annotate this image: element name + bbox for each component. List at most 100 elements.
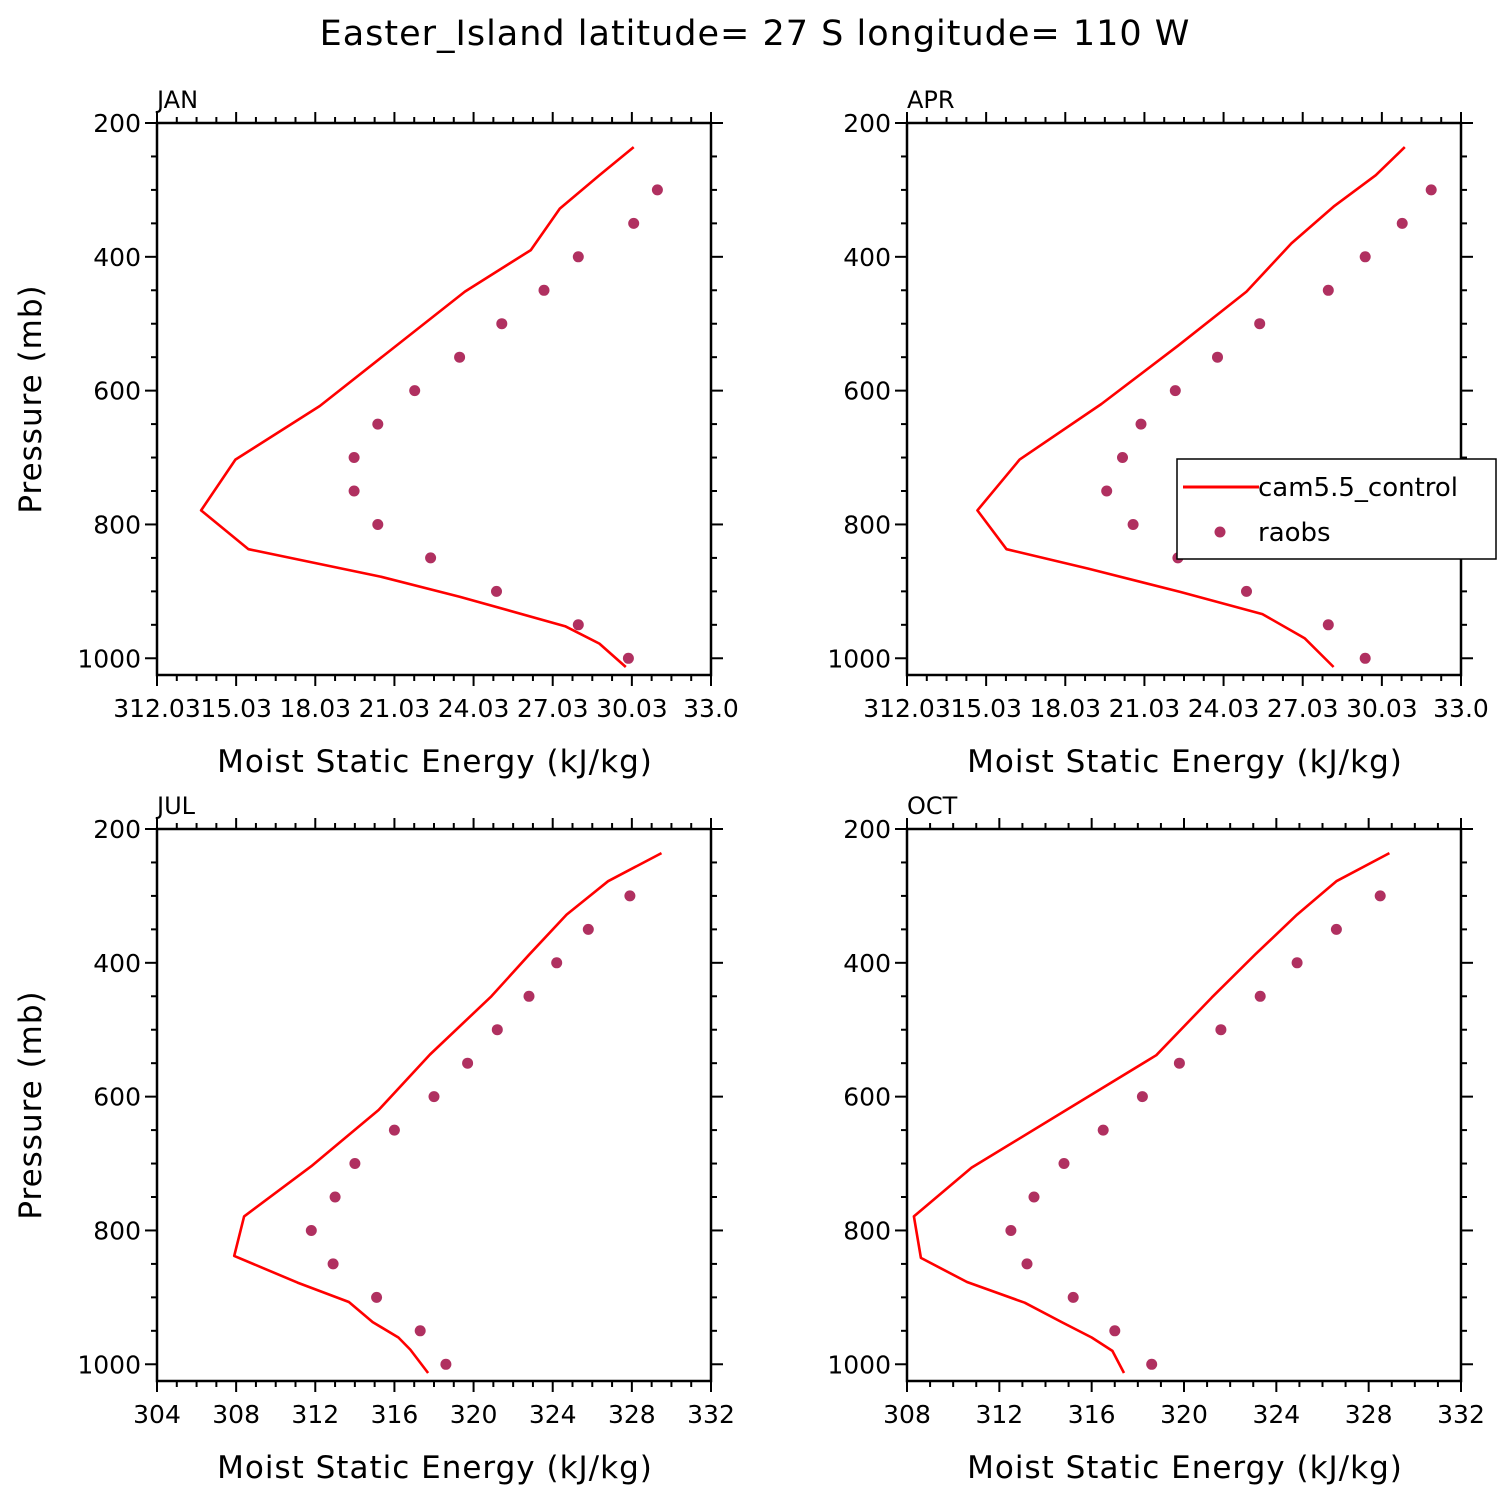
- raobs-point: [1101, 485, 1113, 497]
- x-tick-label: 18.03: [1029, 694, 1101, 723]
- raobs-point: [1135, 418, 1147, 430]
- x-tick-label: 18.03: [279, 694, 351, 723]
- model-line-oct: [912, 851, 1391, 1374]
- raobs-point: [349, 1158, 361, 1169]
- legend-marker-label: raobs: [1258, 518, 1331, 548]
- raobs-point: [1254, 318, 1266, 330]
- raobs-point: [1169, 385, 1181, 397]
- y-tick-label: 400: [93, 243, 141, 272]
- x-tick-label: 21.03: [359, 694, 431, 723]
- raobs-point: [551, 957, 563, 969]
- raobs-point: [1330, 923, 1342, 935]
- raobs-point: [414, 1325, 426, 1337]
- raobs-point: [1291, 957, 1303, 969]
- panel-title-jan: JAN: [155, 86, 198, 114]
- x-axis-label: Moist Static Energy (kJ/kg): [967, 1450, 1403, 1486]
- raobs-point: [1067, 1291, 1079, 1303]
- raobs-point: [628, 217, 640, 229]
- model-line-apr: [976, 146, 1406, 668]
- y-tick-label: 800: [93, 1216, 141, 1245]
- raobs-point: [409, 385, 421, 397]
- y-tick-label: 200: [93, 109, 141, 138]
- plot-frame-jul: [155, 827, 713, 1383]
- panel-apr: 312.03 15.03 18.03 21.03 24.03 27.03 30.03 33.0…: [827, 86, 1488, 780]
- raobs-point: [1097, 1124, 1109, 1136]
- model-line-jul: [232, 851, 663, 1374]
- x-tick-label: 320: [1160, 1400, 1208, 1429]
- panel-title-jul: JUL: [155, 792, 196, 820]
- raobs-point: [1396, 217, 1408, 229]
- legend-line-label: cam5.5_control: [1258, 473, 1458, 503]
- x-tick-label: 33.0: [1433, 694, 1489, 723]
- raobs-point: [462, 1057, 474, 1069]
- x-tick-label: 332: [1437, 1400, 1485, 1429]
- y-tick-label: 200: [843, 109, 891, 138]
- x-tick-label: 24.03: [438, 694, 510, 723]
- raobs-point: [454, 351, 466, 363]
- x-tick-label: 328: [1345, 1400, 1393, 1429]
- x-tick-label: 308: [883, 1400, 931, 1429]
- y-tick-label: 1000: [77, 1350, 141, 1379]
- raobs-point: [622, 652, 634, 664]
- x-tick-label: 24.03: [1188, 694, 1260, 723]
- raobs-point: [1322, 284, 1334, 296]
- raobs-point: [1322, 619, 1334, 631]
- y-tick-label: 600: [93, 377, 141, 406]
- raobs-point: [1359, 251, 1371, 263]
- x-tick-label: 316: [1068, 1400, 1116, 1429]
- raobs-point: [440, 1358, 452, 1370]
- raobs-point: [1359, 652, 1371, 664]
- x-tick-label: 308: [212, 1400, 260, 1429]
- x-tick-label: 15.03: [200, 694, 272, 723]
- y-tick-label: 800: [93, 510, 141, 539]
- raobs-point: [1028, 1191, 1040, 1203]
- model-line-jan: [199, 146, 635, 668]
- y-tick-label: 800: [843, 1216, 891, 1245]
- x-tick-label: 332: [687, 1400, 735, 1429]
- raobs-point: [1136, 1091, 1148, 1103]
- raobs-point: [1005, 1225, 1017, 1236]
- y-tick-label: 800: [843, 510, 891, 539]
- raobs-point: [1109, 1325, 1121, 1337]
- x-tick-label: 30.03: [1346, 694, 1418, 723]
- raobs-point: [523, 990, 535, 1002]
- x-tick-label: 312: [291, 1400, 339, 1429]
- x-tick-label: 312: [975, 1400, 1023, 1429]
- y-tick-label: 1000: [77, 644, 141, 673]
- raobs-point: [496, 318, 508, 330]
- raobs-point: [1425, 184, 1437, 196]
- raobs-point: [1173, 1057, 1185, 1069]
- raobs-point: [348, 452, 360, 463]
- raobs-point: [371, 1291, 383, 1303]
- x-tick-label: 328: [608, 1400, 656, 1429]
- raobs-point: [491, 585, 502, 597]
- raobs-point: [1374, 890, 1386, 902]
- raobs-point: [1127, 519, 1139, 530]
- raobs-point: [538, 284, 550, 296]
- raobs-point: [624, 890, 636, 902]
- panel-jul: 304 308 312 316 320 324 328 332 200 400 600 800 1000…: [13, 792, 735, 1486]
- x-tick-label: 33.0: [683, 694, 739, 723]
- plot-frame-jan: [155, 121, 713, 677]
- y-tick-label: 400: [843, 949, 891, 978]
- y-tick-label: 600: [843, 1083, 891, 1112]
- x-tick-label: 312.03: [863, 694, 950, 723]
- raobs-point: [329, 1191, 341, 1203]
- y-tick-label: 400: [843, 243, 891, 272]
- y-axis-label: Pressure (mb): [13, 990, 49, 1219]
- x-axis-label: Moist Static Energy (kJ/kg): [217, 1450, 653, 1486]
- raobs-point: [372, 418, 384, 430]
- legend-box: [1176, 458, 1497, 560]
- panel-title-apr: APR: [907, 86, 955, 114]
- raobs-point: [1021, 1258, 1033, 1270]
- raobs-point: [388, 1124, 400, 1136]
- y-tick-label: 400: [93, 949, 141, 978]
- raobs-point: [651, 184, 663, 196]
- raobs-point: [1058, 1158, 1070, 1169]
- raobs-point: [428, 1091, 440, 1103]
- x-tick-label: 320: [450, 1400, 498, 1429]
- x-tick-label: 30.03: [596, 694, 668, 723]
- raobs-point: [1241, 585, 1252, 597]
- x-tick-label: 27.03: [1267, 694, 1339, 723]
